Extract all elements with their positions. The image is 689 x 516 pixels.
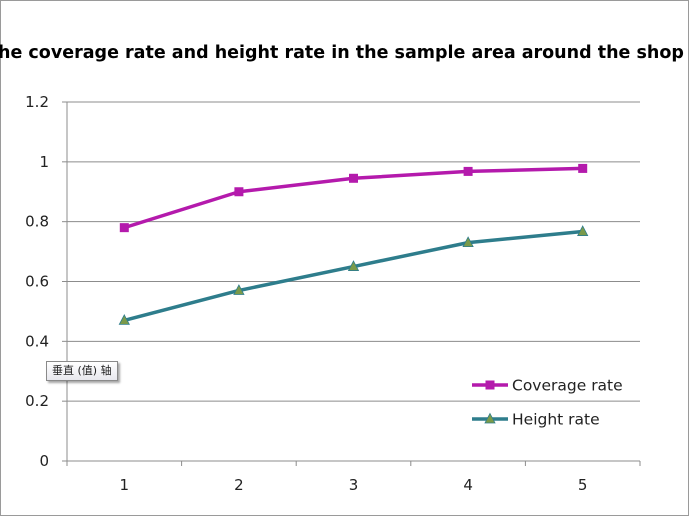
data-point bbox=[462, 236, 474, 248]
data-point bbox=[233, 284, 245, 295]
y-tick-label: 1 bbox=[39, 153, 49, 171]
legend-item[interactable]: Coverage rate bbox=[472, 377, 623, 395]
data-point bbox=[349, 173, 358, 183]
data-point bbox=[578, 163, 588, 173]
y-tick-label: 0 bbox=[39, 452, 49, 470]
legend-marker bbox=[485, 380, 495, 390]
data-point bbox=[577, 225, 589, 236]
axes[interactable] bbox=[62, 101, 641, 466]
y-tick-label: 0.6 bbox=[25, 273, 49, 291]
data-point bbox=[118, 314, 130, 325]
legend-marker bbox=[484, 412, 496, 424]
series-height-rate bbox=[118, 225, 589, 325]
legend-item[interactable]: Height rate bbox=[472, 411, 600, 429]
x-tick-label: 1 bbox=[120, 476, 130, 494]
series-line bbox=[123, 229, 583, 323]
y-tick-label: 0.2 bbox=[25, 392, 49, 410]
series bbox=[118, 163, 589, 325]
legend-label: Height rate bbox=[512, 411, 600, 429]
data-point bbox=[347, 260, 360, 271]
axis-tooltip: 垂直 (值) 轴 bbox=[46, 361, 118, 381]
x-tick-label: 5 bbox=[578, 476, 588, 494]
x-axis-tick-labels: 1 2 3 4 5 bbox=[120, 476, 588, 494]
x-tick-label: 3 bbox=[349, 476, 359, 494]
gridlines bbox=[67, 101, 640, 402]
y-tick-label: 1.2 bbox=[25, 93, 49, 111]
y-tick-label: 0.4 bbox=[25, 332, 49, 350]
x-tick-label: 2 bbox=[234, 476, 244, 494]
y-tick-label: 0.8 bbox=[25, 213, 49, 231]
legend-label: Coverage rate bbox=[512, 377, 623, 395]
series-coverage-rate bbox=[119, 163, 588, 233]
legend[interactable]: Coverage rate Height rate bbox=[472, 377, 623, 429]
data-point bbox=[119, 223, 129, 233]
data-point bbox=[234, 187, 244, 197]
x-tick-label: 4 bbox=[463, 476, 473, 494]
chart-title: The coverage rate and height rate in the… bbox=[0, 43, 684, 63]
y-axis-tick-labels: 0 0.2 0.4 0.6 0.8 1 1.2 bbox=[25, 93, 49, 470]
data-point bbox=[463, 166, 473, 176]
